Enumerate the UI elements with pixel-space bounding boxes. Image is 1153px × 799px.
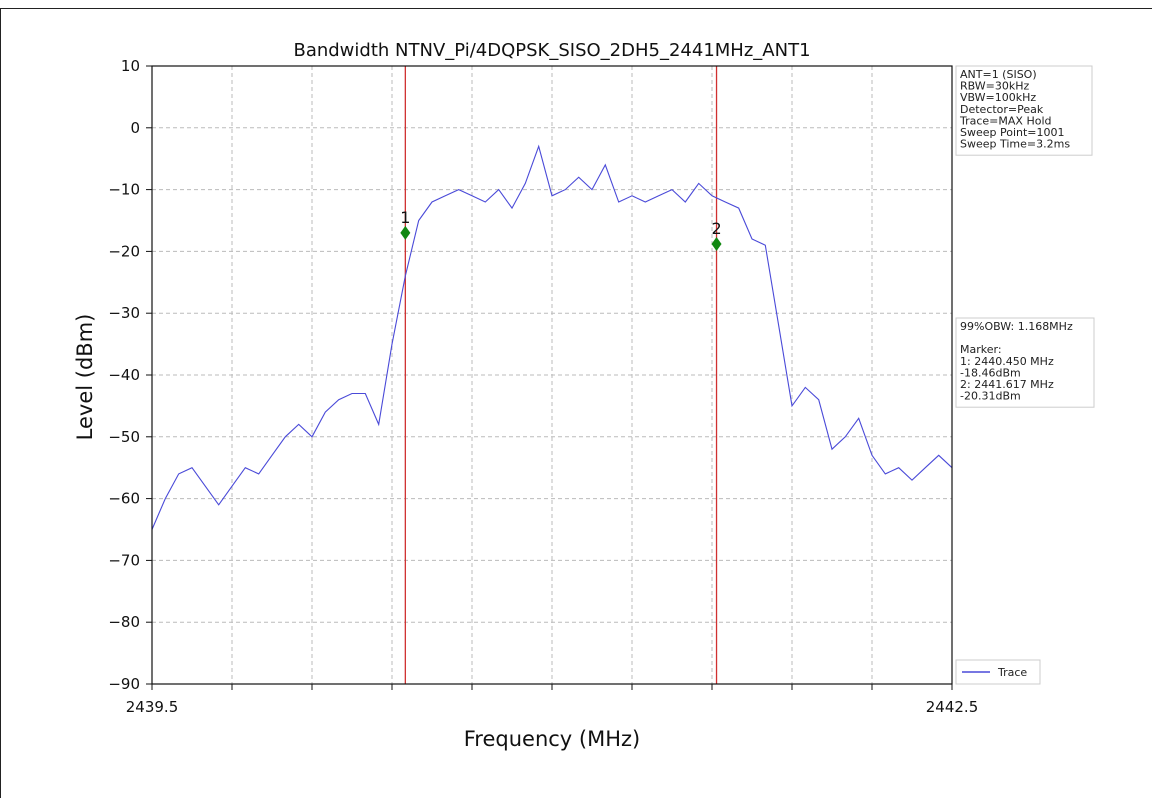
marker-label: 2 <box>711 219 721 238</box>
y-tick-label: −80 <box>108 613 140 631</box>
y-tick-label: −30 <box>108 304 140 322</box>
image-frame <box>0 8 1152 798</box>
box-line: 1: 2440.450 MHz <box>960 355 1054 368</box>
box-line: ANT=1 (SISO) <box>960 68 1037 81</box>
x-tick-label: 2442.5 <box>926 698 979 716</box>
box-line: Marker: <box>960 343 1002 356</box>
y-tick-label: −60 <box>108 490 140 508</box>
x-axis-label: Frequency (MHz) <box>464 727 640 751</box>
y-tick-label: −10 <box>108 181 140 199</box>
box-line: Sweep Point=1001 <box>960 126 1065 139</box>
box-line: 2: 2441.617 MHz <box>960 378 1054 391</box>
box-line: VBW=100kHz <box>960 91 1036 104</box>
y-tick-label: −50 <box>108 428 140 446</box>
marker-diamond <box>711 236 722 251</box>
box-line: Trace=MAX Hold <box>959 114 1052 127</box>
marker-layer: 12 <box>400 208 722 251</box>
box-line: -20.31dBm <box>960 390 1021 403</box>
y-tick-label: −70 <box>108 551 140 569</box>
y-axis: 10 0 −10 −20 −30 −40 −50 −60 −70 −80 −90 <box>108 57 152 693</box>
settings-box-frame <box>955 65 1093 156</box>
chart-title: Bandwidth NTNV_Pi/4DQPSK_SISO_2DH5_2441M… <box>293 40 810 61</box>
trace-line <box>151 144 953 530</box>
y-tick-label: −90 <box>108 675 140 693</box>
legend-label: Trace <box>997 666 1027 679</box>
marker-diamond <box>400 225 411 240</box>
box-line: Detector=Peak <box>960 103 1044 116</box>
box-line: RBW=30kHz <box>960 80 1030 93</box>
grid <box>152 65 952 685</box>
y-tick-label: −40 <box>108 366 140 384</box>
series-layer <box>151 144 953 530</box>
box-line: -18.46dBm <box>960 366 1021 379</box>
result-box-frame <box>955 317 1095 408</box>
box-line: 99%OBW: 1.168MHz <box>960 320 1073 333</box>
x-axis: 2439.5 2442.5 <box>126 684 979 716</box>
marker-lines <box>404 66 718 684</box>
box-line: Sweep Time=3.2ms <box>960 138 1070 151</box>
x-tick-label: 2439.5 <box>126 698 179 716</box>
settings-box: ANT=1 (SISO)RBW=30kHzVBW=100kHzDetector=… <box>955 65 1093 156</box>
y-tick-label: −20 <box>108 242 140 260</box>
marker-label: 1 <box>400 208 410 227</box>
result-box: 99%OBW: 1.168MHz Marker:1: 2440.450 MHz -… <box>955 317 1095 408</box>
legend: Trace <box>955 659 1041 685</box>
y-tick-label: 0 <box>130 119 140 137</box>
y-axis-label: Level (dBm) <box>73 314 97 441</box>
y-tick-label: 10 <box>121 57 140 75</box>
